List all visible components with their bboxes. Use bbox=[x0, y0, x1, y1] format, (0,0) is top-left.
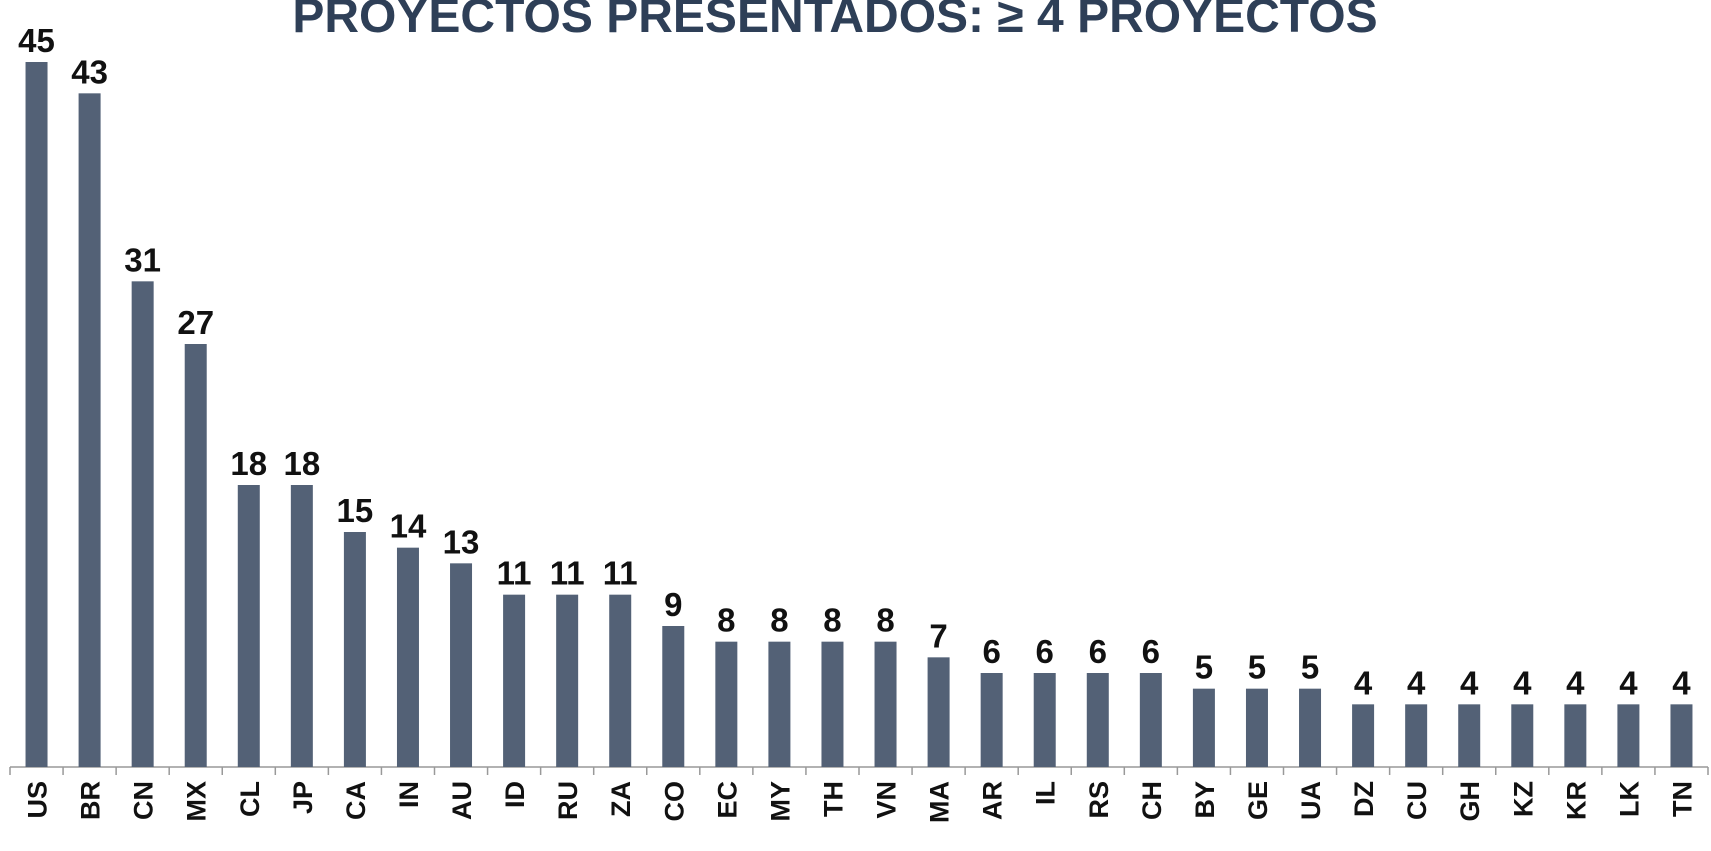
value-label: 4 bbox=[1513, 664, 1532, 701]
value-label: 4 bbox=[1566, 664, 1585, 701]
value-label: 11 bbox=[603, 555, 638, 592]
bar bbox=[1670, 704, 1693, 767]
bar bbox=[237, 485, 260, 767]
x-tick-label: RS bbox=[1084, 781, 1114, 819]
x-tick-label: MX bbox=[182, 781, 212, 822]
x-tick-label: LK bbox=[1614, 781, 1644, 817]
x-tick-label: GH bbox=[1455, 781, 1485, 822]
bar bbox=[1033, 673, 1056, 767]
x-tick-label: GE bbox=[1243, 781, 1273, 820]
bar bbox=[609, 594, 632, 767]
x-tick-label: KZ bbox=[1508, 781, 1538, 817]
bar bbox=[343, 532, 366, 767]
bar bbox=[874, 641, 897, 767]
value-label: 27 bbox=[177, 304, 214, 341]
x-tick-label: MY bbox=[765, 781, 795, 822]
value-label: 6 bbox=[1036, 633, 1054, 670]
value-label: 6 bbox=[982, 633, 1000, 670]
value-label: 5 bbox=[1248, 649, 1266, 686]
value-label: 5 bbox=[1301, 649, 1319, 686]
x-tick-label: ZA bbox=[606, 781, 636, 817]
bar bbox=[980, 673, 1003, 767]
value-label: 15 bbox=[337, 492, 374, 529]
bar bbox=[1511, 704, 1534, 767]
x-tick-label: AU bbox=[447, 781, 477, 820]
value-label: 6 bbox=[1142, 633, 1160, 670]
bar bbox=[1245, 688, 1268, 767]
x-tick-label: TH bbox=[818, 781, 848, 817]
bar bbox=[1086, 673, 1109, 767]
x-tick-label: TN bbox=[1667, 781, 1697, 817]
bar bbox=[556, 594, 579, 767]
value-label: 4 bbox=[1619, 664, 1638, 701]
chart-title: PROYECTOS PRESENTADOS: ≥ 4 PROYECTOS bbox=[292, 0, 1377, 43]
bar bbox=[290, 485, 313, 767]
value-label: 31 bbox=[124, 241, 161, 278]
bar bbox=[1564, 704, 1587, 767]
value-label: 8 bbox=[876, 602, 894, 639]
bar bbox=[662, 626, 685, 767]
value-label: 9 bbox=[664, 586, 682, 623]
value-label: 11 bbox=[550, 555, 585, 592]
bar bbox=[1299, 688, 1322, 767]
x-tick-label: IN bbox=[394, 781, 424, 808]
x-tick-label: EC bbox=[712, 781, 742, 819]
value-label: 43 bbox=[71, 53, 108, 90]
value-label: 45 bbox=[18, 22, 55, 59]
value-label: 18 bbox=[283, 445, 320, 482]
bar bbox=[1192, 688, 1215, 767]
value-label: 7 bbox=[929, 617, 947, 654]
bar bbox=[768, 641, 791, 767]
x-tick-label: US bbox=[23, 781, 53, 819]
value-label: 8 bbox=[717, 602, 735, 639]
value-label: 4 bbox=[1460, 664, 1479, 701]
value-label: 11 bbox=[497, 555, 532, 592]
bar bbox=[184, 344, 207, 767]
bar bbox=[450, 563, 473, 767]
value-label: 14 bbox=[390, 508, 427, 545]
x-tick-label: CL bbox=[235, 781, 265, 817]
bar bbox=[503, 594, 526, 767]
bar bbox=[25, 62, 48, 767]
bar bbox=[1405, 704, 1428, 767]
x-tick-label: MA bbox=[925, 781, 955, 823]
x-tick-label: VN bbox=[872, 781, 902, 819]
x-tick-label: BR bbox=[76, 781, 106, 820]
x-tick-label: UA bbox=[1296, 781, 1326, 820]
value-label: 5 bbox=[1195, 649, 1213, 686]
x-tick-label: AR bbox=[978, 781, 1008, 820]
bar bbox=[396, 547, 419, 767]
value-label: 13 bbox=[443, 523, 480, 560]
bar bbox=[1139, 673, 1162, 767]
x-tick-label: CO bbox=[659, 781, 689, 822]
value-label: 4 bbox=[1407, 664, 1426, 701]
x-tick-label: CN bbox=[129, 781, 159, 820]
x-tick-label: CH bbox=[1137, 781, 1167, 820]
value-label: 6 bbox=[1089, 633, 1107, 670]
bar bbox=[927, 657, 950, 767]
x-tick-label: DZ bbox=[1349, 781, 1379, 817]
value-label: 4 bbox=[1672, 664, 1691, 701]
bar bbox=[715, 641, 738, 767]
x-tick-label: JP bbox=[288, 781, 318, 814]
x-tick-label: IL bbox=[1031, 781, 1061, 805]
bar bbox=[131, 281, 154, 767]
bar bbox=[1617, 704, 1640, 767]
x-tick-label: ID bbox=[500, 781, 530, 808]
bar bbox=[78, 93, 101, 768]
value-label: 18 bbox=[230, 445, 267, 482]
x-tick-label: BY bbox=[1190, 781, 1220, 819]
bar bbox=[1458, 704, 1481, 767]
x-tick-label: RU bbox=[553, 781, 583, 820]
value-label: 4 bbox=[1354, 664, 1373, 701]
bar bbox=[1352, 704, 1375, 767]
x-tick-label: CU bbox=[1402, 781, 1432, 820]
value-label: 8 bbox=[770, 602, 788, 639]
x-tick-label: CA bbox=[341, 781, 371, 820]
x-tick-label: KR bbox=[1561, 781, 1591, 820]
value-label: 8 bbox=[823, 602, 841, 639]
bar bbox=[821, 641, 844, 767]
